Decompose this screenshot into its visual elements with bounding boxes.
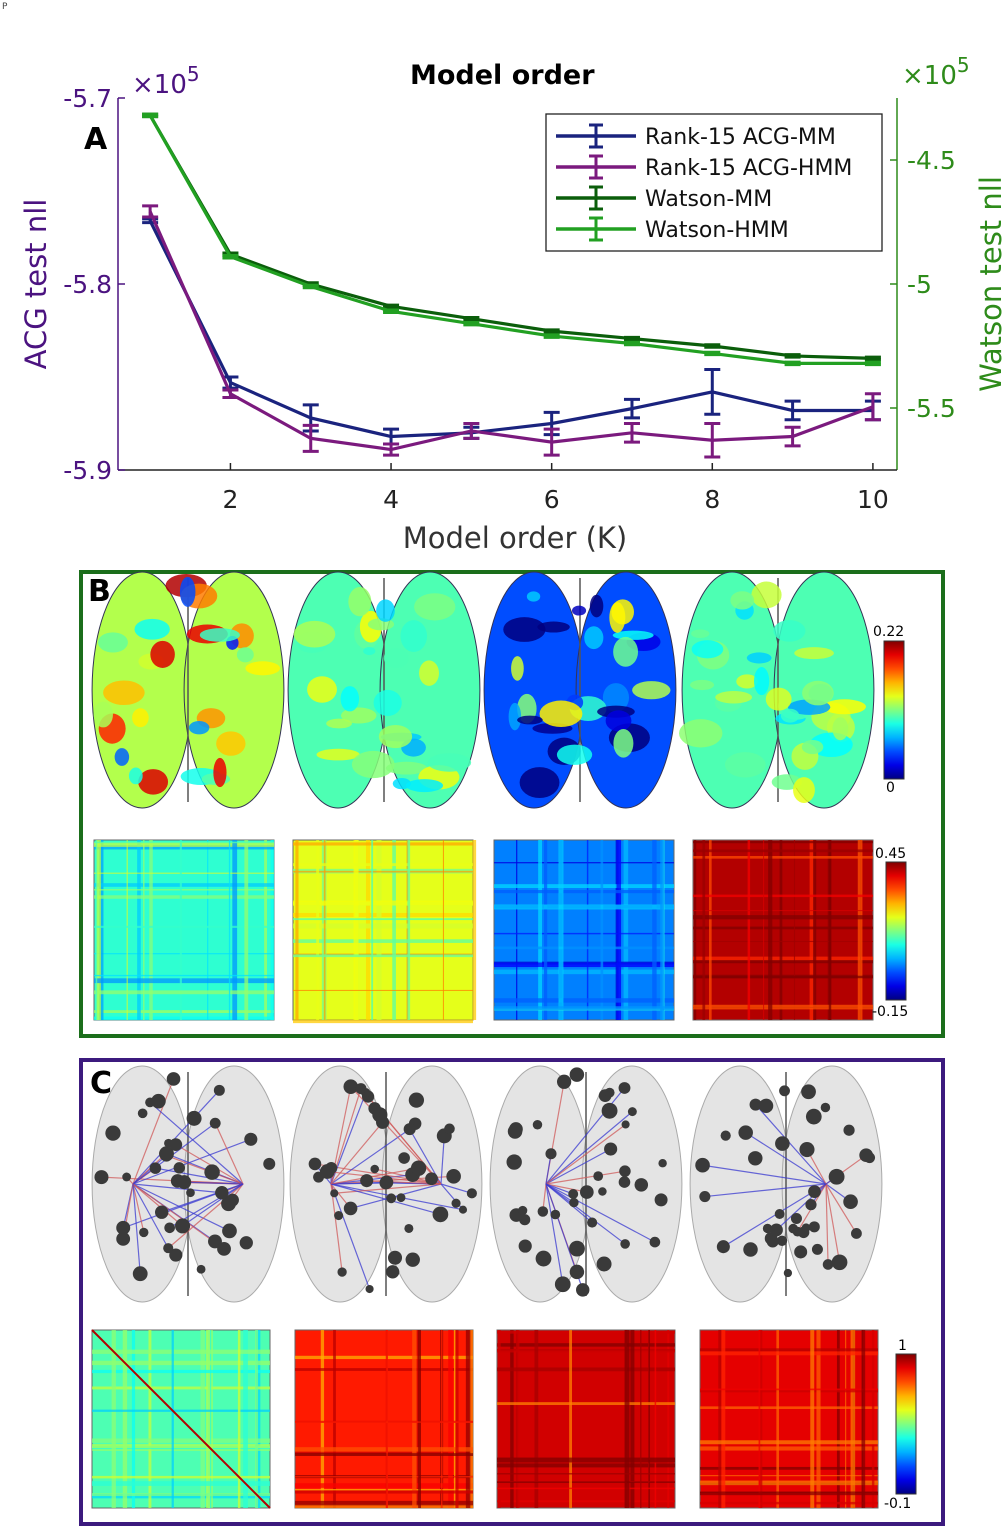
panel-letter-a: A (84, 122, 108, 157)
error-bar (784, 399, 801, 422)
left-axis-exponent: ×105 (132, 62, 200, 100)
right-axis-label: Watson test nll (974, 176, 1007, 392)
right-tick-label: -4.5 (907, 146, 956, 175)
brain-network-graph (91, 1065, 285, 1303)
x-tick-label: 8 (704, 485, 720, 514)
error-bar (142, 204, 159, 219)
legend-entry: Watson-MM (556, 185, 772, 212)
error-bar (623, 397, 640, 420)
series-line-3 (148, 114, 873, 365)
error-bar (704, 422, 721, 459)
brain-surface-map (483, 571, 677, 809)
error-bar (784, 425, 801, 448)
legend-label: Rank-15 ACG-HMM (645, 156, 852, 181)
brain-network-graph (689, 1065, 883, 1303)
brain-surface-map (679, 571, 875, 809)
corner-mark: P (2, 2, 8, 12)
error-bar (704, 343, 721, 349)
matrix-colorbar-b-min: -0.15 (872, 1004, 909, 1020)
x-axis-label: Model order (K) (403, 521, 627, 555)
error-bar (222, 375, 239, 390)
error-bar (704, 368, 721, 416)
series-line-1 (148, 210, 874, 452)
matrix-colorbar-b (885, 861, 907, 1001)
matrix-colorbar-c-max: 1 (898, 1338, 907, 1354)
error-bar (463, 320, 480, 327)
panel-letter-b: B (88, 574, 111, 609)
legend-entry: Watson-HMM (556, 216, 789, 243)
chart-title: Model order (410, 60, 595, 91)
error-bar (302, 283, 319, 290)
panel-c-frame (79, 1058, 945, 1526)
left-tick-label: -5.8 (63, 270, 112, 299)
legend-label: Watson-HMM (645, 218, 789, 243)
left-axis-label: ACG test nll (19, 199, 53, 370)
matrix-colorbar-b-max: 0.45 (875, 846, 907, 862)
brain-colorbar-min: 0 (886, 780, 895, 796)
matrix-colorbar-c (895, 1353, 917, 1495)
x-tick-label: 10 (857, 485, 889, 514)
error-bar (543, 427, 560, 457)
legend-label: Rank-15 ACG-MM (645, 125, 836, 150)
model-order-chart: 2 4 6 8 10 -5.7 -5.8 -5.9 -4.5 -5 -5.5 ×105 ×105 Mode… (19, 53, 1007, 555)
error-bar (383, 308, 400, 315)
error-bar (302, 423, 319, 453)
error-bar (623, 335, 640, 342)
error-bar (222, 253, 239, 260)
legend-entry: Rank-15 ACG-HMM (556, 154, 852, 181)
brain-colorbar-max: 0.22 (873, 624, 905, 640)
panel-letter-c: C (90, 1066, 113, 1101)
left-tick-label: -5.7 (63, 84, 112, 113)
error-bar (543, 333, 560, 339)
error-bar (383, 303, 400, 310)
connectivity-matrix (493, 839, 675, 1021)
error-bar (784, 360, 801, 367)
brain-network-graph (489, 1065, 683, 1303)
error-bar (222, 388, 239, 399)
connectivity-matrix (496, 1329, 676, 1509)
x-tick-label: 2 (222, 485, 238, 514)
error-bar (864, 355, 881, 362)
x-tick-label: 6 (544, 485, 560, 514)
connectivity-matrix (699, 1329, 879, 1509)
connectivity-matrix (292, 839, 477, 1024)
error-bar (704, 350, 721, 357)
panel-b-figures (91, 571, 907, 1024)
connectivity-matrix (692, 839, 874, 1021)
error-bar (463, 315, 480, 322)
error-bar (142, 112, 159, 119)
brain-network-graph (289, 1065, 483, 1303)
error-bar (463, 422, 480, 440)
connectivity-matrix (294, 1329, 474, 1509)
x-tick-label: 4 (383, 485, 399, 514)
error-bar (864, 392, 881, 422)
error-bar (784, 353, 801, 359)
legend-entry: Rank-15 ACG-MM (556, 123, 836, 150)
brain-surface-map (287, 571, 481, 809)
panel-b-frame (79, 570, 945, 1038)
panel-c-figures (91, 1065, 917, 1509)
error-bar (623, 340, 640, 347)
matrix-colorbar-c-min: -0.1 (884, 1496, 912, 1512)
brain-surface-map (91, 571, 285, 809)
left-tick-label: -5.9 (63, 456, 112, 485)
series-line-0 (148, 220, 873, 439)
series-line-2 (148, 114, 873, 360)
error-bar (383, 442, 400, 457)
right-tick-label: -5 (907, 270, 932, 299)
brain-colorbar (883, 640, 905, 780)
connectivity-matrix (93, 839, 275, 1021)
error-bar (864, 360, 881, 367)
error-bar (623, 422, 640, 444)
connectivity-matrix (91, 1329, 271, 1509)
right-axis-exponent: ×105 (902, 53, 970, 91)
error-bar (543, 328, 560, 334)
right-tick-label: -5.5 (907, 394, 956, 423)
legend-label: Watson-MM (645, 187, 772, 212)
